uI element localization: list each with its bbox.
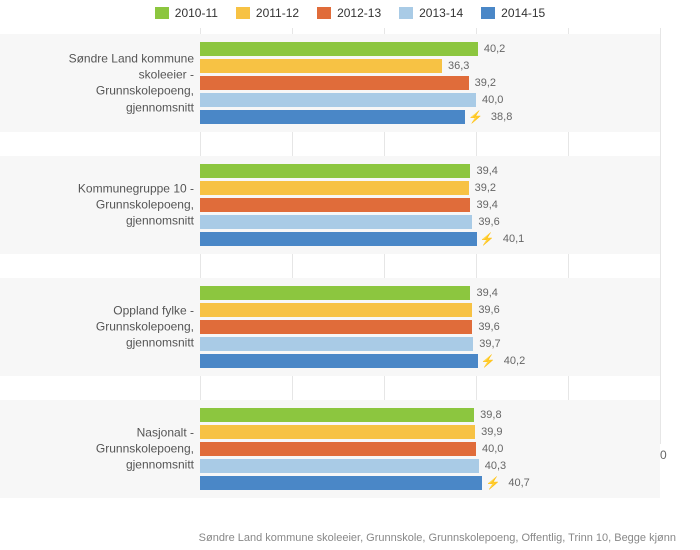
bar[interactable] bbox=[200, 93, 476, 107]
bar[interactable] bbox=[200, 110, 465, 124]
bar-row: 39,9 bbox=[200, 425, 503, 439]
bar[interactable] bbox=[200, 303, 472, 317]
bar[interactable] bbox=[200, 59, 442, 73]
legend-swatch bbox=[481, 7, 495, 19]
bar-row: 39,6 bbox=[200, 215, 500, 229]
bolt-icon: ⚡ bbox=[485, 476, 500, 490]
category-label: Kommunegruppe 10 -Grunnskolepoeng,gjenno… bbox=[4, 181, 194, 230]
bar-value-label: 40,2 bbox=[484, 43, 505, 55]
category-label: Nasjonalt -Grunnskolepoeng,gjennomsnitt bbox=[4, 425, 194, 474]
legend: 2010-11 2011-12 2012-13 2013-14 2014-15 bbox=[0, 0, 700, 20]
bar-row: ⚡ 40,1 bbox=[200, 232, 524, 246]
category-group: Nasjonalt -Grunnskolepoeng,gjennomsnitt3… bbox=[200, 400, 660, 498]
bar-value-label: 39,2 bbox=[475, 182, 496, 194]
legend-swatch bbox=[236, 7, 250, 19]
bar-row: 40,3 bbox=[200, 459, 506, 473]
bar-row: 39,4 bbox=[200, 198, 498, 212]
bar-row: 39,6 bbox=[200, 320, 500, 334]
legend-item[interactable]: 2014-15 bbox=[481, 6, 545, 20]
bar-row: 39,4 bbox=[200, 286, 498, 300]
category-label: Søndre Land kommuneskoleeier -Grunnskole… bbox=[4, 51, 194, 116]
bar[interactable] bbox=[200, 425, 475, 439]
bar-row: 40,2 bbox=[200, 42, 505, 56]
legend-label: 2014-15 bbox=[501, 6, 545, 20]
bar-value-label: 39,4 bbox=[476, 199, 497, 211]
bar-value-label: 40,7 bbox=[508, 477, 529, 489]
category-group: Oppland fylke -Grunnskolepoeng,gjennomsn… bbox=[200, 278, 660, 376]
bar-value-label: 40,3 bbox=[485, 460, 506, 472]
bar[interactable] bbox=[200, 232, 477, 246]
bar[interactable] bbox=[200, 354, 478, 368]
bar-row: 39,8 bbox=[200, 408, 502, 422]
category-label: Oppland fylke -Grunnskolepoeng,gjennomsn… bbox=[4, 303, 194, 352]
chart-container: 2010-11 2011-12 2012-13 2013-14 2014-15 Grun… bbox=[0, 0, 700, 550]
bar-row: 39,7 bbox=[200, 337, 501, 351]
bar-value-label: 39,6 bbox=[478, 304, 499, 316]
bar-value-label: 40,0 bbox=[482, 443, 503, 455]
bar[interactable] bbox=[200, 459, 479, 473]
bolt-icon: ⚡ bbox=[481, 354, 496, 368]
bar-row: 39,2 bbox=[200, 76, 496, 90]
bar-value-label: 38,8 bbox=[491, 111, 512, 123]
bar-row: ⚡ 40,2 bbox=[200, 354, 525, 368]
legend-swatch bbox=[399, 7, 413, 19]
bar[interactable] bbox=[200, 198, 470, 212]
bar-row: 40,0 bbox=[200, 93, 503, 107]
gridline bbox=[660, 28, 661, 444]
bar-row: 40,0 bbox=[200, 442, 503, 456]
bar-value-label: 39,7 bbox=[479, 338, 500, 350]
bar[interactable] bbox=[200, 164, 470, 178]
bar-row: 39,2 bbox=[200, 181, 496, 195]
bar-value-label: 39,4 bbox=[476, 287, 497, 299]
legend-label: 2011-12 bbox=[256, 6, 299, 20]
bar-value-label: 39,9 bbox=[481, 426, 502, 438]
bar-value-label: 40,0 bbox=[482, 94, 503, 106]
bar-value-label: 36,3 bbox=[448, 60, 469, 72]
bar[interactable] bbox=[200, 215, 472, 229]
category-group: Søndre Land kommuneskoleeier -Grunnskole… bbox=[200, 34, 660, 132]
bar-row: 39,4 bbox=[200, 164, 498, 178]
bar[interactable] bbox=[200, 337, 473, 351]
legend-item[interactable]: 2011-12 bbox=[236, 6, 299, 20]
legend-label: 2010-11 bbox=[175, 6, 218, 20]
legend-swatch bbox=[317, 7, 331, 19]
legend-item[interactable]: 2010-11 bbox=[155, 6, 218, 20]
bar-value-label: 39,4 bbox=[476, 165, 497, 177]
bar-value-label: 40,1 bbox=[503, 233, 524, 245]
bolt-icon: ⚡ bbox=[480, 232, 495, 246]
bar-row: 36,3 bbox=[200, 59, 469, 73]
category-group: Kommunegruppe 10 -Grunnskolepoeng,gjenno… bbox=[200, 156, 660, 254]
bar-value-label: 39,6 bbox=[478, 321, 499, 333]
bar-value-label: 39,6 bbox=[478, 216, 499, 228]
bar-value-label: 40,2 bbox=[504, 355, 525, 367]
bar[interactable] bbox=[200, 476, 482, 490]
footer-text: Søndre Land kommune skoleeier, Grunnskol… bbox=[199, 532, 676, 544]
bar[interactable] bbox=[200, 286, 470, 300]
bar-value-label: 39,2 bbox=[475, 77, 496, 89]
legend-item[interactable]: 2012-13 bbox=[317, 6, 381, 20]
bar[interactable] bbox=[200, 181, 469, 195]
legend-swatch bbox=[155, 7, 169, 19]
legend-label: 2012-13 bbox=[337, 6, 381, 20]
bar-value-label: 39,8 bbox=[480, 409, 501, 421]
plot-area: Grunnskolepoeng 102030405060Søndre Land … bbox=[200, 28, 660, 488]
legend-item[interactable]: 2013-14 bbox=[399, 6, 463, 20]
bolt-icon: ⚡ bbox=[468, 110, 483, 124]
bar[interactable] bbox=[200, 42, 478, 56]
legend-label: 2013-14 bbox=[419, 6, 463, 20]
bar[interactable] bbox=[200, 408, 474, 422]
bar[interactable] bbox=[200, 442, 476, 456]
bar[interactable] bbox=[200, 76, 469, 90]
bar-row: 39,6 bbox=[200, 303, 500, 317]
bar-row: ⚡ 40,7 bbox=[200, 476, 530, 490]
bar-row: ⚡ 38,8 bbox=[200, 110, 512, 124]
bar[interactable] bbox=[200, 320, 472, 334]
